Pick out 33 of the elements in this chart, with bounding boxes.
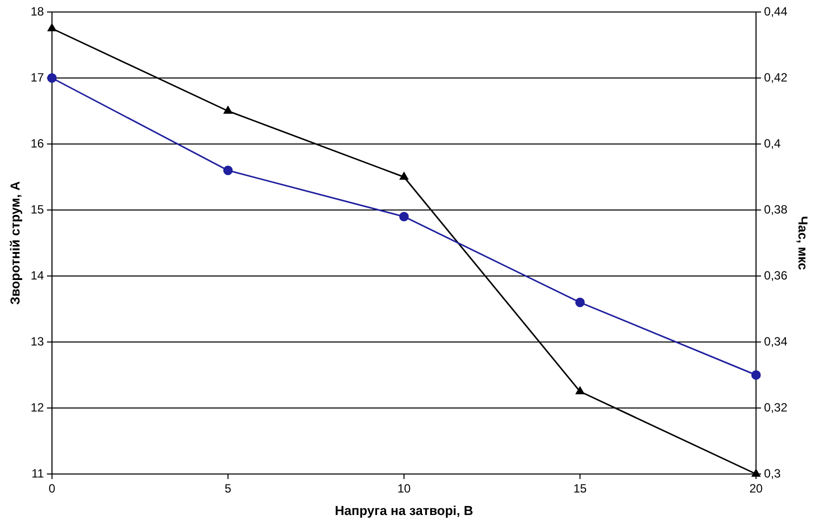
y2-tick-label: 0,3 <box>764 466 782 480</box>
x-tick-label: 5 <box>224 482 232 496</box>
point <box>223 166 233 176</box>
y2-tick-label: 0,34 <box>764 334 788 348</box>
point <box>400 172 408 180</box>
y-tick-label: 14 <box>30 268 44 282</box>
x-tick-label: 10 <box>397 482 411 496</box>
y-tick-label: 12 <box>30 400 44 414</box>
point <box>399 212 409 222</box>
y2-tick-label: 0,32 <box>764 400 788 414</box>
y2-tick-label: 0,36 <box>764 268 788 282</box>
y2-axis-title: Час, мкс <box>796 216 811 270</box>
y-tick-label: 17 <box>30 70 44 84</box>
y-tick-label: 15 <box>30 202 44 216</box>
y-tick-label: 13 <box>30 334 44 348</box>
x-tick-label: 20 <box>749 482 764 496</box>
point <box>47 73 57 83</box>
y-tick-label: 11 <box>31 466 44 480</box>
point <box>224 106 232 114</box>
point <box>576 386 584 394</box>
point <box>751 370 761 380</box>
y2-tick-label: 0,38 <box>764 202 788 216</box>
point <box>575 298 585 308</box>
y2-tick-label: 0,42 <box>764 70 788 84</box>
y2-tick-label: 0,4 <box>764 136 782 150</box>
x-tick-label: 0 <box>48 482 56 496</box>
x-axis-title: Напруга на затворі, В <box>334 502 474 518</box>
y-tick-label: 16 <box>30 136 44 150</box>
x-tick-label: 15 <box>573 482 588 496</box>
y-tick-label: 18 <box>30 4 44 18</box>
point <box>48 24 56 32</box>
y-axis-title: Зворотній струм, А <box>7 180 22 305</box>
y2-tick-label: 0,44 <box>764 4 788 18</box>
